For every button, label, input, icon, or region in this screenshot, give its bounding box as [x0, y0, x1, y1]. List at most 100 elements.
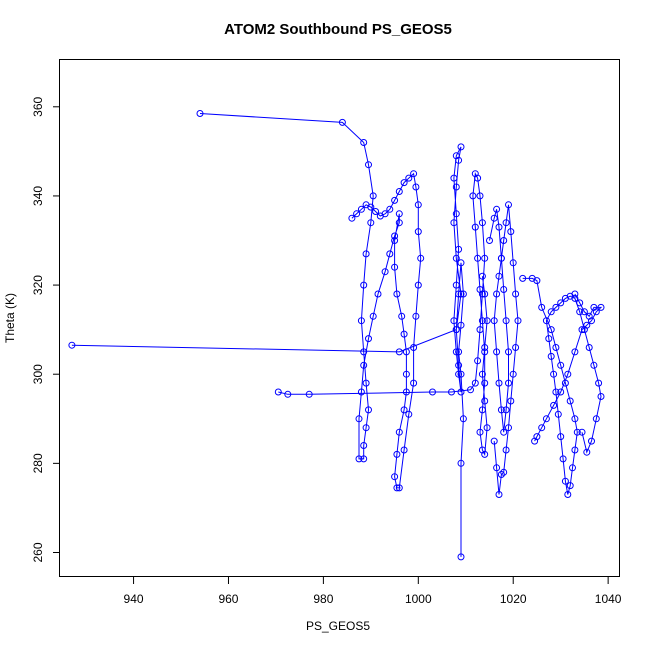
data-point [348, 214, 356, 222]
data-point [583, 321, 591, 329]
data-point [481, 397, 489, 405]
data-point [559, 455, 567, 463]
data-point [497, 471, 505, 478]
data-point [478, 219, 486, 227]
data-point [542, 317, 550, 325]
data-point [595, 379, 603, 387]
data-point [391, 263, 399, 271]
plot-frame [59, 59, 620, 577]
data-point [483, 424, 491, 432]
data-point [493, 464, 501, 472]
data-point [573, 428, 581, 436]
data-layer [68, 110, 605, 561]
data-point [474, 357, 482, 365]
data-point [519, 274, 527, 282]
data-point [552, 303, 560, 311]
data-point [471, 223, 479, 231]
data-point [481, 379, 489, 387]
data-point [478, 370, 486, 378]
data-point [414, 281, 422, 289]
data-point [502, 219, 510, 227]
data-point [414, 201, 422, 209]
data-point [590, 361, 598, 369]
data-point [405, 410, 413, 418]
data-point [502, 317, 510, 325]
data-point [538, 424, 546, 432]
data-point [571, 290, 579, 298]
data-point [450, 174, 458, 182]
series-line [489, 204, 519, 495]
data-point [381, 268, 389, 276]
data-point [372, 208, 380, 215]
data-point [566, 482, 574, 490]
data-point [476, 192, 484, 200]
data-point [576, 308, 584, 316]
data-point [481, 344, 489, 351]
x-axis-label: PS_GEOS5 [306, 619, 370, 633]
data-point [452, 183, 460, 191]
data-point [355, 455, 363, 463]
data-point [400, 330, 408, 338]
data-point [459, 415, 467, 423]
chart-title: ATOM2 Southbound PS_GEOS5 [224, 21, 452, 38]
data-point [395, 219, 403, 227]
data-point [395, 210, 403, 218]
data-point [362, 250, 370, 258]
data-point [369, 312, 377, 320]
data-point [571, 446, 579, 454]
data-point [360, 281, 368, 289]
data-point [471, 170, 479, 178]
data-point [457, 290, 465, 298]
data-point [357, 317, 365, 325]
y-tick-label: 360 [31, 96, 45, 116]
data-point [557, 361, 565, 369]
data-point [495, 491, 503, 498]
y-tick-label: 320 [31, 275, 45, 295]
data-point [457, 321, 465, 329]
data-point [360, 455, 368, 463]
data-point [509, 370, 517, 378]
x-axis: 940 960 980 1000 1020 1040 [124, 577, 622, 606]
data-point [493, 290, 501, 298]
data-point [360, 139, 368, 146]
data-point [597, 303, 605, 311]
data-point [412, 312, 420, 320]
data-point [564, 491, 572, 498]
data-point [505, 424, 512, 432]
data-point [452, 281, 460, 289]
data-point [531, 437, 539, 445]
y-axis-label: Theta (K) [3, 293, 17, 343]
data-point [481, 348, 489, 356]
data-point [505, 201, 512, 209]
data-point [471, 379, 479, 387]
data-point [196, 110, 204, 117]
data-point [450, 317, 458, 325]
data-point [514, 317, 522, 325]
data-point [588, 437, 595, 445]
data-point [353, 210, 361, 218]
data-point [478, 272, 486, 280]
data-point [457, 459, 465, 467]
data-point [459, 290, 467, 298]
data-point [457, 553, 465, 561]
data-point [457, 388, 465, 396]
data-point [476, 326, 484, 334]
data-point [393, 290, 401, 298]
data-point [395, 348, 403, 356]
data-point [500, 286, 508, 293]
data-point [360, 361, 368, 369]
data-point [68, 341, 76, 349]
x-tick-label: 960 [218, 592, 238, 606]
data-point [502, 406, 510, 414]
data-point [395, 484, 403, 492]
data-point [578, 428, 586, 436]
data-point [578, 326, 586, 334]
data-point [457, 259, 465, 267]
data-point [583, 448, 591, 456]
data-point [365, 161, 372, 169]
data-point [538, 303, 546, 311]
data-point [512, 344, 520, 351]
data-point [386, 205, 394, 213]
data-point [490, 317, 498, 325]
data-point [400, 406, 408, 414]
